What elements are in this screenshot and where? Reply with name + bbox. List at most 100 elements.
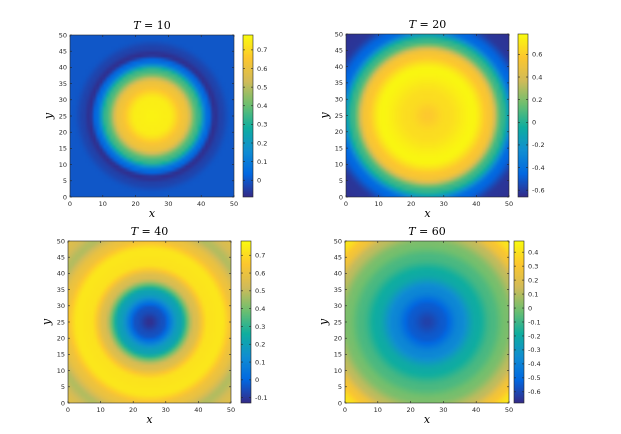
y-tick-label: 25 (57, 318, 65, 326)
y-tick-label: 40 (334, 270, 342, 278)
y-tick-label: 50 (334, 237, 342, 245)
colorbar-tick-label: -0.2 (528, 332, 541, 340)
y-tick-label: 30 (335, 96, 343, 104)
x-tick-label: 50 (227, 406, 235, 414)
y-tick-label: 25 (59, 112, 67, 120)
colorbar-tick-label: 0.3 (528, 262, 538, 270)
colorbar-tick-label: -0.3 (528, 346, 541, 354)
y-axis-label: y (40, 318, 53, 326)
x-tick-label: 10 (96, 406, 104, 414)
colorbar: 0 0.1 0.2 0.3 0.4 0.5 0.6 0.7 (242, 34, 267, 198)
x-tick-label: 30 (440, 200, 448, 208)
subplot-1: 0 10 20 30 40 50 0 5 10 15 20 25 30 35 40 45 50 T = 10 x y 0… (42, 19, 267, 220)
x-tick-label: 50 (505, 406, 513, 414)
title-variable: T (408, 225, 417, 238)
x-tick-label: 0 (343, 406, 347, 414)
y-tick-label: 0 (61, 399, 65, 407)
colorbar-tick-label: 0.5 (257, 83, 267, 91)
colorbar-gradient (514, 241, 524, 403)
y-tick-label: 15 (59, 145, 67, 153)
colorbar-tick-label: -0.6 (528, 388, 541, 396)
title-value: 10 (157, 19, 171, 32)
x-tick-label: 40 (472, 406, 480, 414)
y-tick-label: 50 (57, 237, 65, 245)
colorbar-tick-label: 0 (532, 119, 536, 127)
colorbar-tick-label: 0.2 (532, 96, 542, 104)
colorbar-tick-label: 0.7 (257, 46, 267, 54)
y-axis-label: y (317, 318, 330, 326)
y-tick-label: 30 (59, 96, 67, 104)
y-tick-label: 40 (57, 270, 65, 278)
colorbar-frame (240, 240, 252, 404)
colorbar: -0.6 -0.4 -0.2 0 0.2 0.4 0.6 (517, 33, 545, 198)
colorbar-tick-label: 0.1 (255, 358, 265, 366)
y-tick-label: 5 (338, 383, 342, 391)
colorbar-tick-label: -0.4 (528, 360, 541, 368)
title-value: 20 (432, 18, 446, 31)
colorbar-tick-label: 0.7 (255, 252, 265, 260)
subplot-title: T = 60 (408, 225, 446, 238)
x-tick-label: 50 (230, 200, 238, 208)
heatmap-image (346, 34, 509, 197)
title-variable: T (131, 225, 140, 238)
colorbar-frame (517, 33, 529, 198)
y-tick-label: 45 (57, 254, 65, 262)
y-tick-label: 5 (339, 177, 343, 185)
y-tick-label: 15 (334, 351, 342, 359)
x-axis-label: x (424, 207, 431, 220)
colorbar-gradient (518, 34, 528, 197)
colorbar-tick-label: 0.1 (528, 290, 538, 298)
x-axis-label: x (146, 413, 153, 426)
x-tick-label: 40 (194, 406, 202, 414)
colorbar-tick-label: 0.4 (257, 102, 267, 110)
colorbar-tick-label: 0.2 (257, 139, 267, 147)
y-tick-label: 20 (59, 129, 67, 137)
subplot-4: 0 10 20 30 40 50 0 5 10 15 20 25 30 35 40 45 50 T = 60 x y -… (317, 225, 541, 426)
y-tick-label: 15 (57, 351, 65, 359)
subplot-title: T = 20 (409, 18, 447, 31)
colorbar-gradient (241, 241, 251, 403)
colorbar-tick-label: 0.4 (255, 305, 265, 313)
colorbar-tick-label: 0.1 (257, 158, 267, 166)
x-tick-label: 40 (197, 200, 205, 208)
x-tick-label: 20 (131, 200, 139, 208)
heatmap-image (345, 241, 509, 403)
title-variable: T (133, 19, 142, 32)
y-tick-label: 50 (335, 30, 343, 38)
y-tick-label: 45 (59, 48, 67, 56)
colorbar-tick-label: -0.1 (528, 318, 541, 326)
y-tick-label: 45 (334, 254, 342, 262)
y-tick-label: 30 (57, 302, 65, 310)
y-tick-label: 25 (335, 112, 343, 120)
y-tick-label: 5 (61, 383, 65, 391)
subplot-2: 0 10 20 30 40 50 0 5 10 15 20 25 30 35 40 45 50 T = 20 x y -… (318, 18, 545, 220)
y-tick-label: 35 (59, 80, 67, 88)
colorbar-tick-label: 0.5 (255, 287, 265, 295)
y-tick-label: 10 (57, 367, 65, 375)
x-axis-label: x (149, 207, 156, 220)
x-tick-label: 10 (99, 200, 107, 208)
y-tick-label: 40 (335, 63, 343, 71)
colorbar-tick-label: -0.2 (532, 141, 545, 149)
colorbar-tick-label: 0 (528, 304, 532, 312)
colorbar: -0.1 0 0.1 0.2 0.3 0.4 0.5 0.6 0.7 (240, 240, 268, 404)
y-tick-label: 20 (57, 335, 65, 343)
heatmap-image (70, 35, 234, 197)
colorbar-frame (242, 34, 254, 198)
heatmap-image (68, 241, 231, 403)
x-tick-label: 20 (129, 406, 137, 414)
colorbar-tick-label: 0.2 (255, 341, 265, 349)
colorbar-tick-label: 0.6 (255, 269, 265, 277)
title-equals: = (416, 18, 432, 31)
y-tick-label: 35 (57, 286, 65, 294)
x-tick-label: 0 (344, 200, 348, 208)
colorbar-tick-label: -0.5 (528, 374, 541, 382)
colorbar-tick-label: 0.3 (257, 121, 267, 129)
x-tick-label: 0 (66, 406, 70, 414)
title-equals: = (141, 19, 157, 32)
y-axis-label: y (42, 112, 55, 120)
subplot-title: T = 10 (133, 19, 171, 32)
x-tick-label: 10 (374, 406, 382, 414)
colorbar-gradient (243, 35, 253, 197)
